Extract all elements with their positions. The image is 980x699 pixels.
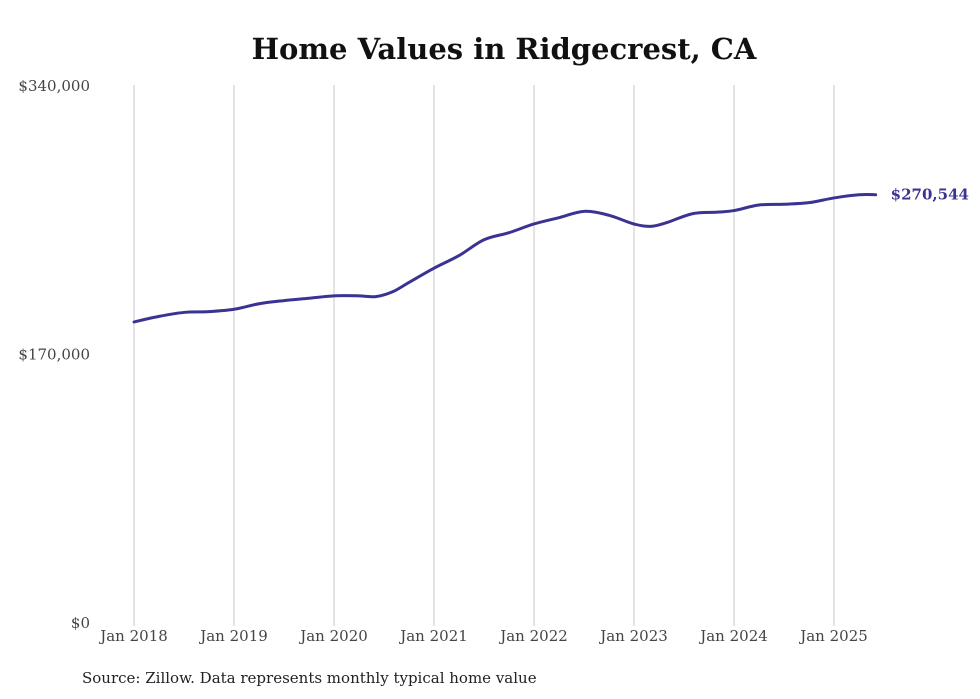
y-tick-label: $340,000 <box>18 77 90 95</box>
series-line <box>132 193 878 324</box>
y-tick-label: $0 <box>71 614 90 632</box>
source-note: Source: Zillow. Data represents monthly … <box>82 669 537 687</box>
x-tick-label: Jan 2024 <box>698 627 768 645</box>
chart-title: Home Values in Ridgecrest, CA <box>252 32 757 66</box>
x-tick-label: Jan 2022 <box>498 627 568 645</box>
x-axis-ticks: Jan 2018 Jan 2019 Jan 2020 Jan 2021 Jan 2022… <box>98 627 868 645</box>
x-tick-label: Jan 2018 <box>98 627 168 645</box>
series-group: $270,544 <box>132 186 969 324</box>
x-tick-label: Jan 2025 <box>798 627 868 645</box>
x-tick-label: Jan 2021 <box>398 627 468 645</box>
gridlines <box>133 85 835 626</box>
x-tick-label: Jan 2023 <box>598 627 668 645</box>
y-axis-ticks: $0 $170,000 $340,000 <box>18 77 90 632</box>
y-tick-label: $170,000 <box>18 346 90 364</box>
x-tick-label: Jan 2020 <box>298 627 368 645</box>
series-end-label: $270,544 <box>891 186 969 204</box>
x-tick-label: Jan 2019 <box>198 627 268 645</box>
